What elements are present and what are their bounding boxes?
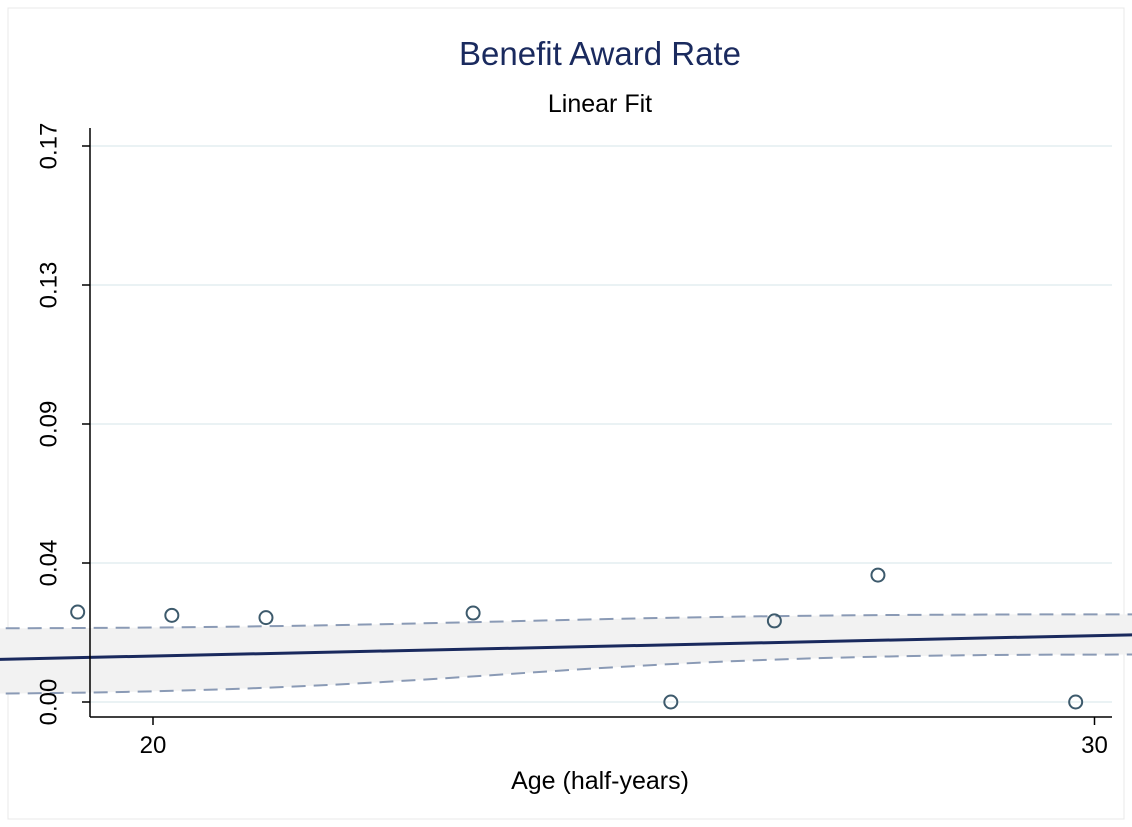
scatter-points xyxy=(70,567,1084,710)
data-point xyxy=(164,607,180,623)
outer-border xyxy=(7,7,1125,820)
fit-lines xyxy=(0,633,1132,661)
data-point xyxy=(1068,694,1084,710)
x-tick-label: 20 xyxy=(140,732,167,759)
ci-band-area xyxy=(0,614,1132,694)
y-tick-label: 0.00 xyxy=(35,679,62,726)
y-tick-label: 0.04 xyxy=(35,540,62,587)
data-point xyxy=(258,610,274,626)
x-axis-label: Age (half-years) xyxy=(511,767,689,795)
data-point xyxy=(70,604,86,620)
y-tick-label: 0.17 xyxy=(35,123,62,170)
y-tick-label: 0.13 xyxy=(35,262,62,309)
ci-upper-line xyxy=(0,613,1132,630)
data-point xyxy=(870,567,886,583)
data-point xyxy=(663,694,679,710)
chart-subtitle: Linear Fit xyxy=(548,90,652,118)
grid-lines xyxy=(90,145,1112,703)
fit-line xyxy=(0,633,1132,661)
chart-title: Benefit Award Rate xyxy=(459,35,741,72)
x-tick-label: 30 xyxy=(1081,732,1108,759)
data-point xyxy=(766,613,782,629)
y-tick-label: 0.09 xyxy=(35,401,62,448)
confidence-bands xyxy=(0,613,1132,695)
data-point xyxy=(465,605,481,621)
axes: 0.000.040.090.130.17203040506070 xyxy=(35,123,1112,759)
